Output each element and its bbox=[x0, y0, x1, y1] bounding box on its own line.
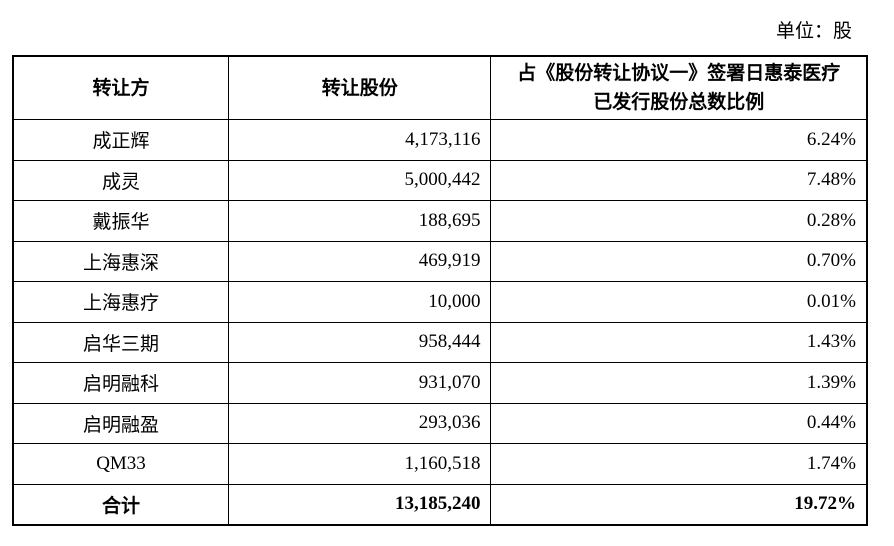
header-line: 占《股份转让协议一》签署日惠泰医疗 bbox=[517, 63, 841, 84]
table-header: 转让方 转让股份 占《股份转让协议一》签署日惠泰医疗 已发行股份总数比例 bbox=[12, 55, 868, 120]
cell: 上海惠疗 bbox=[12, 281, 229, 323]
data-row: 启明融盈 293,036 0.44% bbox=[12, 402, 868, 444]
cell: 0.01% bbox=[490, 281, 868, 323]
cell: 6.24% bbox=[490, 119, 868, 161]
cell: 戴振华 bbox=[12, 200, 229, 242]
cell: 958,444 bbox=[227, 321, 492, 363]
cell: 1.43% bbox=[490, 321, 868, 363]
cell: 启华三期 bbox=[12, 321, 229, 363]
data-row: 启明融科 931,070 1.39% bbox=[12, 362, 868, 404]
cell: QM33 bbox=[12, 443, 229, 485]
cell: 1,160,518 bbox=[227, 443, 492, 485]
cell: 成正辉 bbox=[12, 119, 229, 161]
data-row: 上海惠疗 10,000 0.01% bbox=[12, 281, 868, 323]
cell: 上海惠深 bbox=[12, 240, 229, 282]
cell: 19.72% bbox=[490, 483, 868, 526]
header-cell: 占《股份转让协议一》签署日惠泰医疗 已发行股份总数比例 bbox=[490, 55, 868, 120]
cell: 4,173,116 bbox=[227, 119, 492, 161]
cell: 合计 bbox=[12, 483, 229, 526]
share-transfer-table: 转让方 转让股份 占《股份转让协议一》签署日惠泰医疗 已发行股份总数比例 成正辉 4,1… bbox=[12, 55, 868, 526]
cell: 10,000 bbox=[227, 281, 492, 323]
data-row: QM33 1,160,518 1.74% bbox=[12, 443, 868, 485]
cell: 469,919 bbox=[227, 240, 492, 282]
header-cell: 转让方 bbox=[12, 55, 229, 120]
data-row: 上海惠深 469,919 0.70% bbox=[12, 240, 868, 282]
cell: 0.44% bbox=[490, 402, 868, 444]
cell: 1.74% bbox=[490, 443, 868, 485]
header-line: 已发行股份总数比例 bbox=[593, 92, 765, 113]
cell: 0.70% bbox=[490, 240, 868, 282]
cell: 启明融科 bbox=[12, 362, 229, 404]
unit-label: 单位：股 bbox=[775, 21, 852, 42]
data-row: 成正辉 4,173,116 6.24% bbox=[12, 119, 868, 161]
cell: 成灵 bbox=[12, 159, 229, 201]
table-body: 成正辉 4,173,116 6.24% 成灵 5,000,442 7.48% 戴振华 188,… bbox=[12, 119, 868, 526]
cell: 13,185,240 bbox=[227, 483, 492, 526]
data-row: 成灵 5,000,442 7.48% bbox=[12, 159, 868, 201]
cell: 7.48% bbox=[490, 159, 868, 201]
cell: 188,695 bbox=[227, 200, 492, 242]
cell: 293,036 bbox=[227, 402, 492, 444]
cell: 启明融盈 bbox=[12, 402, 229, 444]
total-row: 合计 13,185,240 19.72% bbox=[12, 483, 868, 526]
cell: 1.39% bbox=[490, 362, 868, 404]
data-row: 戴振华 188,695 0.28% bbox=[12, 200, 868, 242]
header-cell: 转让股份 bbox=[227, 55, 492, 120]
data-row: 启华三期 958,444 1.43% bbox=[12, 321, 868, 363]
cell: 931,070 bbox=[227, 362, 492, 404]
cell: 5,000,442 bbox=[227, 159, 492, 201]
cell: 0.28% bbox=[490, 200, 868, 242]
header-row: 转让方 转让股份 占《股份转让协议一》签署日惠泰医疗 已发行股份总数比例 bbox=[12, 55, 868, 120]
